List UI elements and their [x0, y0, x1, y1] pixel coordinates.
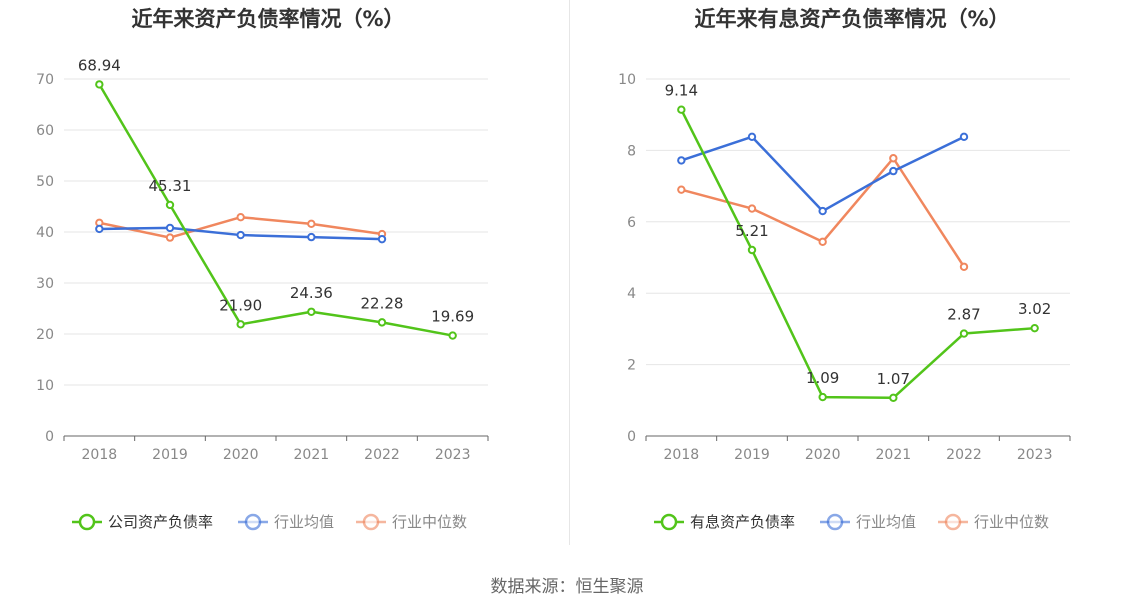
chart-1-y-tick-label: 0	[45, 429, 54, 445]
data-source-value: 恒生聚源	[575, 577, 644, 597]
chart-1-data-label: 24.36	[290, 284, 333, 302]
chart-2-y-tick-label: 10	[618, 72, 636, 88]
chart-1-title: 近年来资产负债率情况（%）	[131, 7, 404, 31]
chart-2-series-3-point	[889, 154, 898, 163]
chart-2-series-1-point	[959, 329, 969, 338]
chart-2-x-tick-label: 2018	[664, 447, 700, 463]
chart-1-data-label: 68.94	[78, 56, 121, 74]
chart-1-y-tick-label: 20	[36, 327, 54, 343]
chart-2-series-1-point	[747, 245, 757, 255]
chart-1-data-label: 19.69	[431, 308, 474, 326]
chart-2-series-2-point	[959, 132, 969, 142]
chart-1-y-tick-label: 60	[36, 123, 54, 139]
chart-1-legend-1-label: 公司资产负债率	[108, 513, 213, 531]
chart-2-legend-2-marker	[826, 513, 844, 531]
chart-1-x-tick-label: 2020	[223, 447, 259, 463]
chart-2-series-3-point	[677, 185, 686, 194]
chart-2-series-2-point	[818, 206, 827, 216]
chart-1-series-2-point	[236, 230, 245, 240]
chart-1-y-tick-label: 70	[36, 72, 54, 88]
chart-1-data-label: 22.28	[361, 294, 404, 312]
chart-2-x-tick-label: 2021	[876, 447, 912, 463]
chart-2-data-label: 9.14	[665, 82, 698, 100]
chart-1-series-1-point	[165, 200, 175, 210]
chart-2-legend-3-label: 行业中位数	[974, 513, 1049, 531]
chart-2-data-label: 1.09	[806, 369, 839, 387]
chart-2-series-2-point	[889, 166, 898, 176]
chart-2-data-label: 5.21	[735, 222, 768, 240]
chart-1-series-1-line	[98, 83, 453, 337]
chart-2-y-tick-label: 2	[627, 358, 636, 374]
chart-1-series-3-point	[165, 233, 175, 242]
chart-1-series-3-point	[307, 219, 316, 229]
chart-1-legend-2-marker	[244, 513, 262, 531]
chart-2-y-tick-label: 4	[627, 286, 636, 302]
chart-1-series-1-point	[377, 318, 387, 327]
chart-2-series-2-point	[747, 132, 757, 142]
chart-2-data-label: 3.02	[1018, 300, 1051, 318]
chart-2-data-label: 2.87	[947, 306, 980, 324]
chart-2-x-tick-label: 2020	[805, 447, 841, 463]
chart-1-x-tick-label: 2022	[364, 447, 400, 463]
chart-1-series-3-point	[236, 213, 245, 222]
chart-2-series-2-point	[677, 156, 686, 165]
chart-1-series-1-point	[307, 307, 316, 316]
chart-2-series-3-point	[818, 237, 827, 246]
chart-1-y-tick-label: 50	[36, 174, 54, 190]
chart-2-series-1-point	[677, 105, 686, 114]
chart-2-series-1-line	[680, 109, 1035, 400]
chart-2-series-1-point	[818, 392, 827, 402]
chart-1-legend-3-marker	[362, 513, 380, 531]
chart-1-series-2-point	[165, 223, 175, 233]
chart-1-x-tick-label: 2023	[435, 447, 471, 463]
chart-2-legend-3-marker	[944, 513, 962, 531]
chart-1-y-tick-label: 30	[36, 276, 54, 292]
chart-2-x-tick-label: 2019	[734, 447, 770, 463]
chart-1-series-2-point	[95, 224, 104, 234]
chart-1-x-tick-label: 2018	[82, 447, 118, 463]
chart-2-legend-1-label: 有息资产负债率	[690, 513, 795, 531]
chart-2-data-label: 1.07	[877, 370, 910, 388]
chart-1-data-label: 21.90	[219, 296, 262, 314]
panel-divider	[569, 0, 570, 545]
chart-2-x-tick-label: 2023	[1017, 447, 1053, 463]
data-source: 数据来源：恒生聚源	[0, 572, 1134, 597]
chart-1-data-label: 45.31	[149, 177, 192, 195]
chart-1-y-tick-label: 10	[36, 378, 54, 394]
chart-2-x-tick-label: 2022	[946, 447, 982, 463]
chart-2-legend-2-label: 行业均值	[856, 513, 916, 531]
chart-2-y-tick-label: 6	[627, 215, 636, 231]
chart-1-legend-2-label: 行业均值	[274, 513, 334, 531]
chart-2-series-3-point	[747, 204, 757, 213]
data-source-label: 数据来源：	[490, 577, 576, 597]
chart-1-x-tick-label: 2021	[294, 447, 330, 463]
chart-1-series-2-point	[377, 234, 387, 244]
chart-2-series-1-point	[889, 393, 898, 403]
chart-1-legend-3-label: 行业中位数	[392, 513, 467, 531]
chart-2-series-1-point	[1030, 323, 1039, 333]
chart-1-series-1-point	[95, 80, 104, 89]
chart-1-legend-1-marker	[78, 513, 96, 531]
chart-2-y-tick-label: 8	[627, 143, 636, 159]
chart-1-series-2-point	[307, 232, 316, 242]
chart-2-series-3-point	[959, 262, 969, 271]
chart-1-series-1-point	[448, 331, 457, 340]
chart-2-title: 近年来有息资产负债率情况（%）	[694, 7, 1009, 31]
chart-1-x-tick-label: 2019	[152, 447, 188, 463]
chart-2-y-tick-label: 0	[627, 429, 636, 445]
chart-2-legend-1-marker	[660, 513, 678, 531]
chart-1-y-tick-label: 40	[36, 225, 54, 241]
chart-1-series-1-point	[236, 320, 245, 329]
